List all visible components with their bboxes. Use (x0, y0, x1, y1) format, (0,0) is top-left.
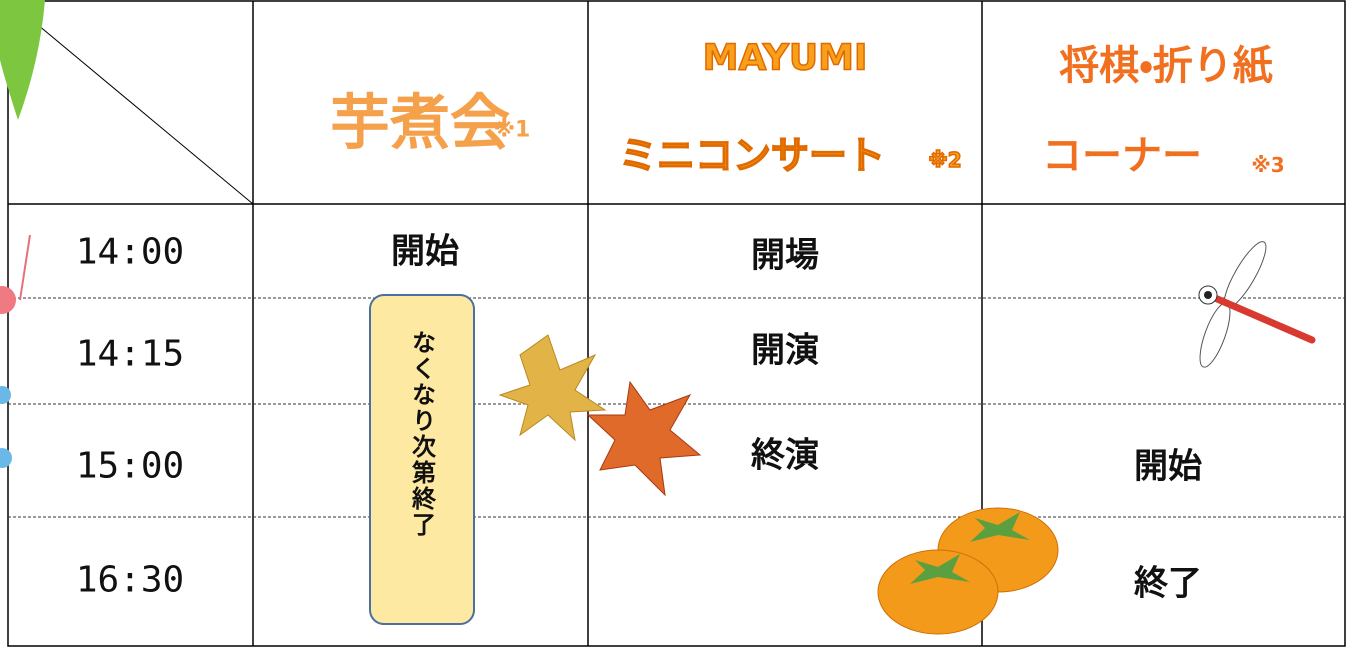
ribbon-decoration (0, 448, 12, 468)
header-title: 将棋・折り紙 (1059, 43, 1273, 89)
ribbon-decoration (0, 286, 16, 314)
diagonal-line (7, 0, 254, 205)
header-title: MAYUMI (702, 37, 868, 80)
header-note: ※1 (493, 117, 531, 143)
cell-text: 開演 (751, 330, 819, 371)
time-label: 14:00 (75, 231, 185, 273)
cell-text: 終了 (1134, 563, 1202, 604)
ribbon-decoration (0, 386, 11, 404)
cell-text: 開場 (751, 235, 819, 276)
header-title: コーナー (1042, 133, 1202, 179)
time-label: 16:30 (75, 559, 185, 601)
duration-box (369, 294, 475, 625)
persimmon-decoration (877, 507, 1059, 635)
time-label: 15:00 (75, 445, 185, 487)
time-label: 14:15 (75, 333, 185, 375)
cell-text: 終演 (751, 435, 819, 476)
cell-text: 開始 (1134, 446, 1202, 487)
header-title: ミニコンサート (618, 133, 886, 179)
leaf-decoration (0, 0, 45, 120)
leaf-decoration (586, 380, 702, 497)
header-title: 芋煮会 (330, 88, 510, 159)
header-note: ※3 (1251, 153, 1285, 177)
ribbon-decoration (19, 234, 31, 301)
box-text: なくなり次第終了 (407, 330, 436, 538)
table-border (7, 0, 1346, 647)
header-note: ※2 (928, 147, 963, 173)
leaf-decoration (498, 334, 607, 442)
cell-text: 開始 (391, 231, 459, 272)
dragonfly-decoration (1198, 241, 1316, 368)
